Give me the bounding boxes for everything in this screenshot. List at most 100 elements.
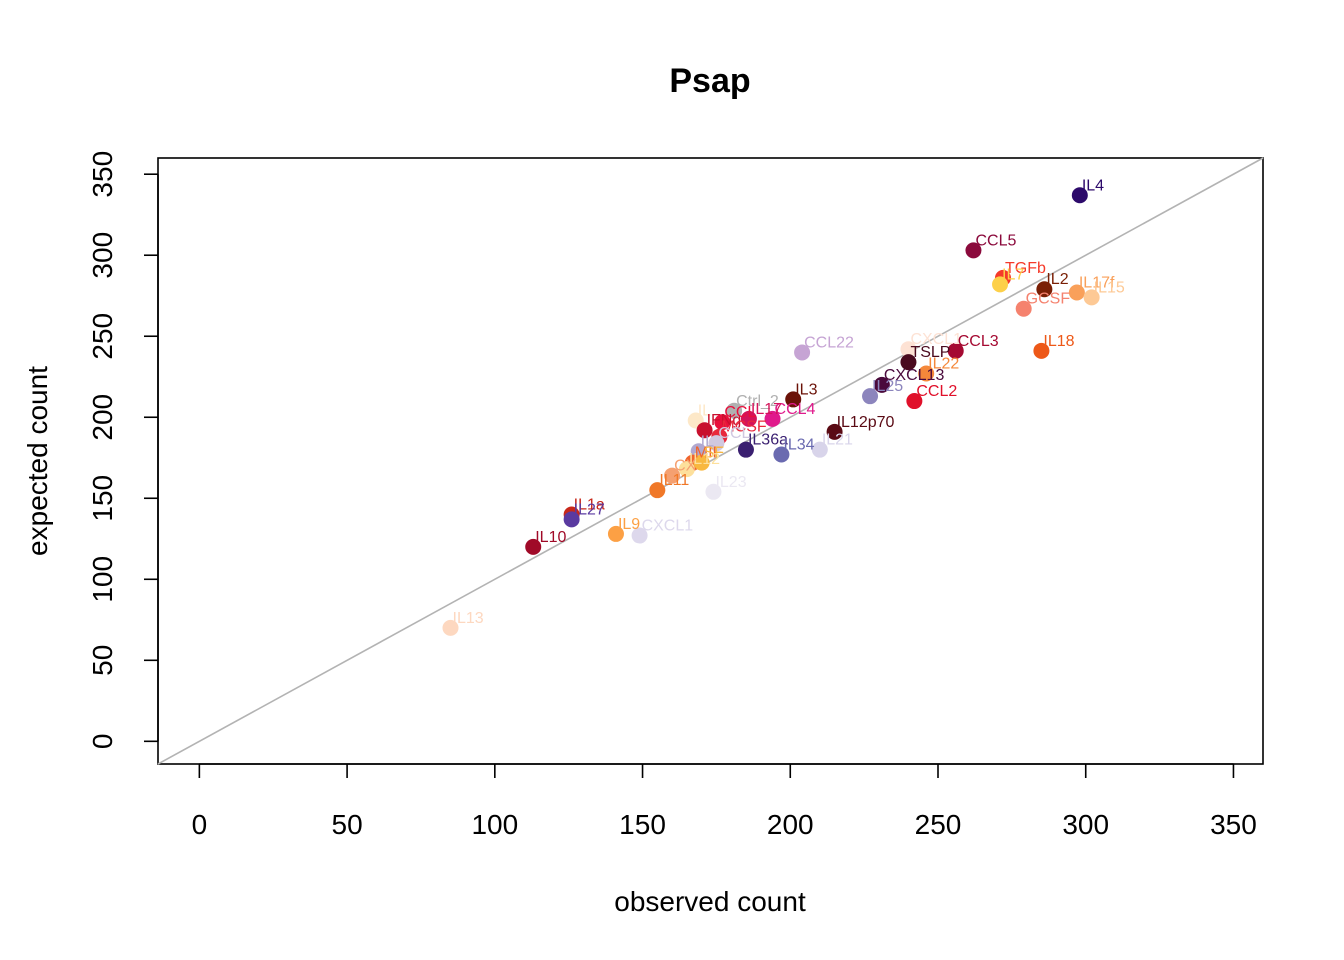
data-label-ccl4: CCL4	[775, 401, 816, 418]
data-label-tslp: TSLP	[910, 344, 950, 361]
data-label-il36a: IL36a	[748, 432, 788, 449]
data-label-ccl2: CCL2	[916, 383, 957, 400]
x-axis: 0 50 100 150 200 250 300 350	[192, 763, 1257, 840]
data-point-ccl22	[794, 344, 811, 361]
y-tick-label: 250	[87, 313, 118, 360]
data-label-il2: IL2	[1046, 271, 1068, 288]
x-tick-label: 150	[619, 809, 666, 840]
data-point-il15	[1083, 289, 1100, 306]
data-label-ccl5: CCL5	[975, 232, 1016, 249]
data-point-il4	[1071, 187, 1088, 204]
data-label-ccl22: CCL22	[804, 334, 854, 351]
x-axis-title: observed count	[614, 886, 806, 917]
data-label-sf: SF	[704, 445, 725, 462]
data-point-cxcl13	[873, 376, 890, 393]
x-tick-label: 250	[915, 809, 962, 840]
data-label-il12p70: IL12p70	[837, 414, 895, 431]
data-point-sf	[693, 454, 710, 471]
x-tick-label: 0	[192, 809, 208, 840]
data-label-il27: IL27	[574, 501, 605, 518]
chart-title: Psap	[669, 62, 750, 100]
x-tick-label: 200	[767, 809, 814, 840]
data-point-il13	[442, 619, 459, 636]
data-point-ccl5	[965, 242, 982, 259]
data-label-cxcl1: CXCL1	[642, 518, 694, 535]
data-label-il4: IL4	[1082, 177, 1104, 194]
data-point-cxcl1	[900, 341, 917, 358]
data-label-cxcl13: CXCL13	[884, 367, 945, 384]
data-label-il23: IL23	[715, 474, 746, 491]
data-label-il: IL	[698, 402, 711, 419]
y-tick-label: 200	[87, 394, 118, 441]
data-point-il25	[862, 388, 879, 405]
data-point-il11	[649, 482, 666, 499]
data-label-mcsf: MCSF	[721, 419, 767, 436]
y-tick-label: 300	[87, 232, 118, 279]
data-point-il18	[1033, 342, 1050, 359]
data-point-ctrl_2	[726, 402, 743, 419]
data-point-il12	[678, 461, 695, 478]
data-label-il21: IL21	[822, 432, 853, 449]
y-tick-label: 150	[87, 475, 118, 522]
data-label-ifng: IFNg	[707, 412, 742, 429]
data-point-ccl4	[764, 410, 781, 427]
data-point-il36a	[737, 441, 754, 458]
data-point-ccl	[708, 435, 725, 452]
data-point-il9	[607, 525, 624, 542]
data-label-il34: IL34	[783, 437, 814, 454]
data-point-ifng	[696, 422, 713, 439]
data-point-il22	[918, 365, 935, 382]
data-point-il17f	[1068, 284, 1085, 301]
data-label-il11: IL11	[659, 472, 689, 489]
y-axis: 0 50 100 150 200 250 300 350	[87, 151, 159, 750]
data-label-ccl: CCL	[718, 425, 750, 442]
data-label-il12: IL12	[689, 451, 720, 468]
x-tick-label: 300	[1062, 809, 1109, 840]
data-point-il2	[1036, 281, 1053, 298]
data-points	[442, 187, 1100, 636]
data-label-gcsf: GCSF	[1026, 291, 1071, 308]
y-tick-label: 0	[87, 734, 118, 750]
data-label-il15: IL15	[1094, 279, 1125, 296]
data-label-il10: IL10	[535, 529, 566, 546]
x-tick-label: 50	[332, 809, 363, 840]
data-label-cxcl1: CXCL1	[910, 331, 962, 348]
data-point-tslp	[900, 354, 917, 371]
data-label-il18: IL18	[1043, 333, 1074, 350]
data-label-il17: IL17	[751, 401, 782, 418]
data-label-ccl: CCL	[724, 404, 756, 421]
data-label-il: IL	[701, 433, 714, 450]
data-point-il12p70	[826, 423, 843, 440]
data-label-tgfb: TGFb	[1005, 260, 1046, 277]
data-point-il7	[992, 276, 1009, 293]
data-label-ctrl_2: Ctrl_2	[736, 393, 779, 410]
data-label-il22: IL22	[928, 356, 959, 373]
data-point-il21	[811, 441, 828, 458]
y-axis-title: expected count	[22, 366, 53, 556]
data-point-ccl3	[947, 342, 964, 359]
identity-reference-line	[157, 157, 1264, 765]
data-point-il3	[785, 391, 802, 408]
data-label-il3: IL3	[795, 381, 817, 398]
data-point-il34	[773, 446, 790, 463]
data-label-il25: IL25	[872, 378, 903, 395]
data-label-cx: CX	[674, 458, 697, 475]
y-tick-label: 50	[87, 645, 118, 676]
data-point-cxcl1	[631, 527, 648, 544]
data-label-il7: IL7	[1002, 266, 1024, 283]
data-label-mif: MIF	[695, 445, 723, 462]
y-tick-label: 100	[87, 556, 118, 603]
data-point-ccl	[714, 414, 731, 431]
data-point-il10	[525, 538, 542, 555]
data-point-il23	[705, 483, 722, 500]
data-point-il27	[563, 511, 580, 528]
data-point-ccl2	[906, 393, 923, 410]
x-tick-label: 350	[1210, 809, 1257, 840]
data-point-cx	[664, 467, 681, 484]
y-tick-label: 350	[87, 151, 118, 198]
data-label-il1a: IL1a	[574, 496, 605, 513]
data-label-il17f: IL17f	[1079, 274, 1115, 291]
x-tick-label: 100	[471, 809, 518, 840]
